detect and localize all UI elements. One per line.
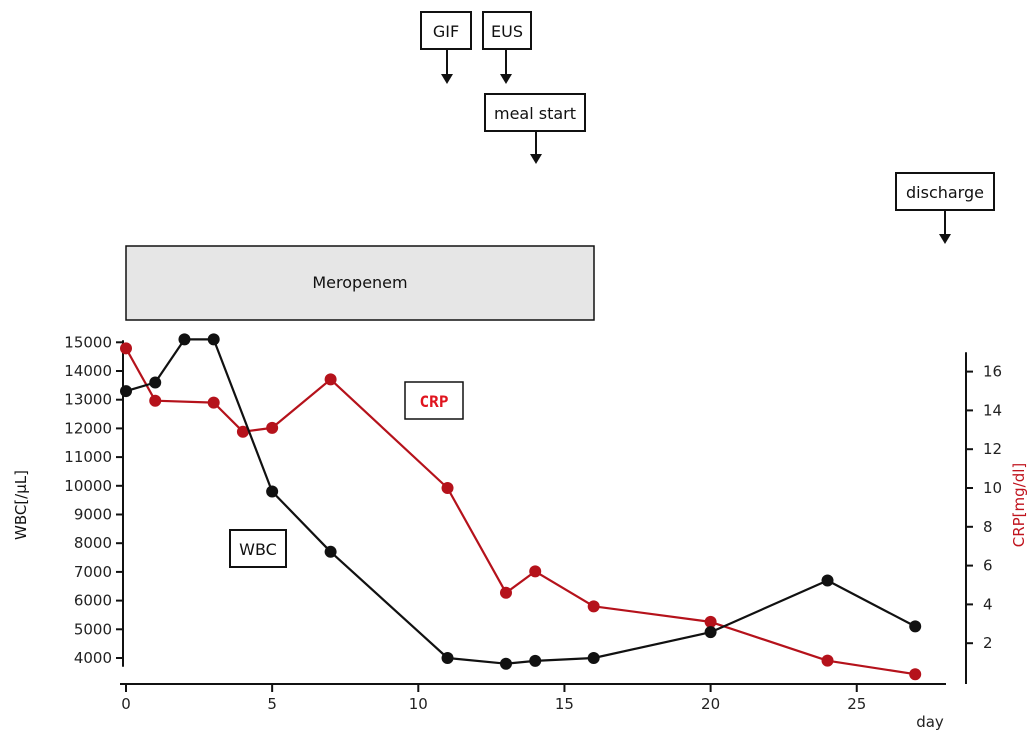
wbc-label-text: WBC [239,540,277,559]
wbc-point [529,654,542,667]
x-tick-label: 20 [701,695,720,713]
wbc-point [120,385,132,398]
right-y-tick-label: 4 [983,595,993,613]
x-tick-label: 15 [555,695,574,713]
crp-series-label: CRP [404,381,464,420]
wbc-point [441,652,454,664]
meal-start-box [484,93,586,132]
x-tick-label: 25 [847,695,866,713]
x-tick-label: 0 [121,695,131,713]
right-axis-title: CRP[mg/dl] [1010,463,1028,548]
crp-point [821,654,834,667]
eus-box [482,11,532,50]
crp-point [587,600,600,613]
eus-label: EUS [491,22,523,41]
wbc-point [207,333,220,346]
crp-point [441,482,454,494]
crp-point [324,373,337,386]
left-y-tick-label: 7000 [74,563,112,581]
left-y-tick-label: 8000 [74,534,112,552]
crp-point [236,425,249,438]
wbc-point [909,620,922,633]
crp-label-text: CRP [420,392,449,411]
left-y-tick-label: 11000 [64,448,112,466]
x-axis-title: day [916,713,944,731]
left-y-tick-label: 13000 [64,391,112,409]
meal-start-annotation: meal start [484,93,586,164]
wbc-point [821,574,834,587]
left-y-tick-label: 4000 [74,649,112,667]
wbc-point [587,652,600,664]
gif-annotation: GIF [420,11,472,84]
meal-start-label: meal start [494,104,576,123]
left-y-tick-label: 6000 [74,592,112,610]
left-y-tick-label: 9000 [74,506,112,524]
eus-annotation: EUS [482,11,532,84]
wbc-point [324,545,337,558]
discharge-arrow-head [939,234,951,244]
gif-arrow-head [441,74,453,84]
meropenem-label: Meropenem [312,273,407,292]
discharge-label: discharge [906,183,984,202]
crp-point [704,615,717,628]
wbc-point [499,657,512,670]
crp-point [266,421,279,434]
right-y-tick-label: 2 [983,634,993,652]
x-tick-label: 10 [409,695,428,713]
meropenem-bar [125,245,595,321]
left-y-tick-label: 14000 [64,362,112,380]
crp-point [149,394,162,407]
wbc-line [125,338,916,665]
right-y-tick-label: 8 [983,518,993,536]
right-y-tick-label: 14 [983,401,1002,419]
left-y-tick-label: 10000 [64,477,112,495]
right-y-tick-label: 16 [983,363,1002,381]
crp-point [207,396,220,409]
meal-start-arrow-head [530,154,542,164]
left-y-tick-label: 12000 [64,419,112,437]
wbc-point [149,376,162,389]
crp-point [120,342,132,355]
crp-line [125,347,916,676]
left-y-tick-label: 15000 [64,333,112,351]
left-y-tick-label: 5000 [74,620,112,638]
wbc-series-label: WBC [229,529,287,568]
crp-point [529,565,542,578]
discharge-annotation: discharge [895,172,995,244]
wbc-point [266,485,279,498]
left-axis-title: WBC[/µL] [12,470,30,540]
axes: 0 5 10 15 20 25 4000 5000 6000 7000 8000 9000 10000 1… [64,333,1002,713]
right-y-tick-label: 6 [983,557,993,575]
series-layer [120,333,922,681]
crp-point [909,668,922,681]
gif-label: GIF [433,22,459,41]
right-y-tick-label: 10 [983,479,1002,497]
eus-arrow-head [500,74,512,84]
right-y-tick-label: 12 [983,440,1002,458]
crp-point [499,586,512,599]
wbc-label-box [229,529,287,568]
wbc-point [178,333,191,346]
x-tick-label: 5 [267,695,277,713]
crp-label-box [404,381,464,420]
wbc-point [704,626,717,639]
